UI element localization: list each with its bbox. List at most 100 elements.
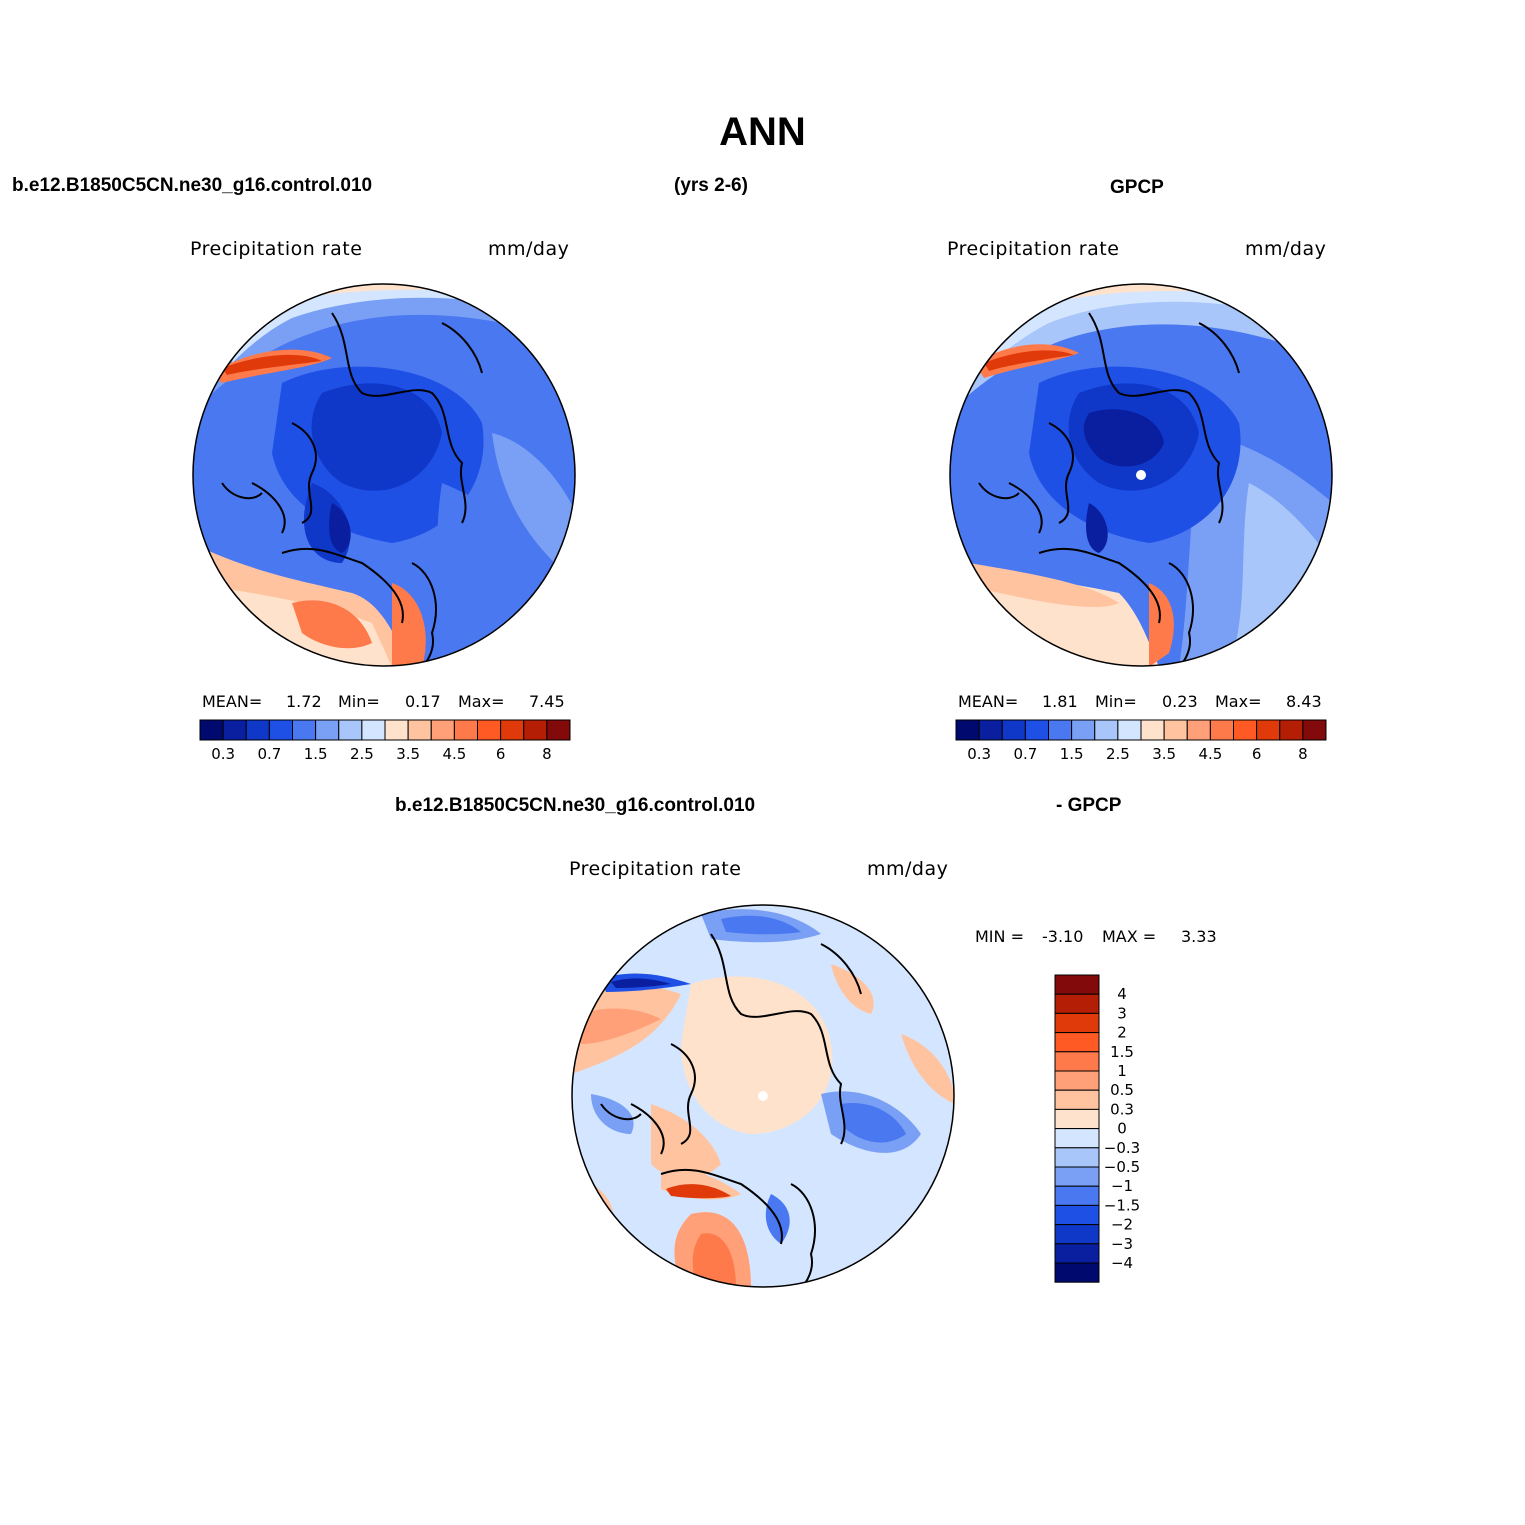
colorbar-swatch (1054, 1128, 1100, 1149)
panel-model-variable: Precipitation rate (190, 238, 363, 260)
colorbar-swatch (1024, 719, 1049, 741)
colorbar-swatch (222, 719, 247, 741)
polar-map-obs (949, 283, 1333, 667)
panel-model-max-value: 7.45 (529, 692, 565, 711)
years-label: (yrs 2-6) (674, 175, 748, 196)
colorbar-tick-label: 0.3 (211, 745, 235, 763)
panel-obs-mean-label: MEAN= (958, 692, 1019, 711)
colorbar-swatch (1054, 1262, 1100, 1283)
colorbar-tick-label: −0.3 (1104, 1139, 1140, 1157)
colorbar-swatch (1233, 719, 1258, 741)
panel-obs-min-value: 0.23 (1162, 692, 1198, 711)
panel-model-min-value: 0.17 (405, 692, 441, 711)
colorbar-tick-label: 4 (1117, 985, 1127, 1003)
main-title: ANN (719, 110, 806, 154)
colorbar-tick-label: 8 (542, 745, 552, 763)
colorbar-tick-label: −3 (1111, 1235, 1133, 1253)
colorbar-swatch (315, 719, 340, 741)
colorbar-tick-label: 0.7 (1013, 745, 1037, 763)
panel-model-max-label: Max= (458, 692, 505, 711)
colorbar-swatch (1054, 1032, 1100, 1053)
diff-min-value: -3.10 (1042, 927, 1084, 946)
colorbar-diff: 4 3 2 1.5 1 0.5 0.3 0 −0.3 −0.5 −1 −1.5 −2 −3 −4 (1054, 974, 1174, 1290)
colorbar-swatch (1186, 719, 1211, 741)
colorbar-tick-label: 2.5 (350, 745, 374, 763)
colorbar-swatch (268, 719, 293, 741)
colorbar-swatch (1054, 1089, 1100, 1110)
colorbar-swatch (1256, 719, 1281, 741)
colorbar-swatch (955, 719, 980, 741)
colorbar-swatch (292, 719, 317, 741)
colorbar-swatch (1054, 1185, 1100, 1206)
panel-model-min-label: Min= (338, 692, 380, 711)
colorbar-swatch (1071, 719, 1096, 741)
colorbar-tick-label: 1 (1117, 1062, 1127, 1080)
panel-model-mean-value: 1.72 (286, 692, 322, 711)
diff-max-value: 3.33 (1181, 927, 1217, 946)
colorbar-tick-label: −1 (1111, 1177, 1133, 1195)
colorbar-swatch (1054, 974, 1100, 995)
colorbar-swatch (361, 719, 386, 741)
colorbar-model: 0.3 0.7 1.5 2.5 3.5 4.5 6 8 (199, 719, 571, 774)
colorbar-tick-label: 4.5 (1198, 745, 1222, 763)
colorbar-tick-label: 3.5 (1152, 745, 1176, 763)
colorbar-swatch (1054, 1243, 1100, 1264)
obs-name: GPCP (1110, 177, 1164, 198)
colorbar-swatch (978, 719, 1003, 741)
colorbar-tick-label: 0.3 (1110, 1100, 1134, 1118)
colorbar-tick-label: −4 (1111, 1254, 1133, 1272)
colorbar-swatch (1054, 993, 1100, 1014)
diff-min-label: MIN = (975, 927, 1024, 946)
polar-map-model (192, 283, 576, 667)
colorbar-swatch (523, 719, 548, 741)
colorbar-tick-label: 0.7 (257, 745, 281, 763)
colorbar-swatch (1209, 719, 1234, 741)
colorbar-swatch (384, 719, 409, 741)
colorbar-swatch (453, 719, 478, 741)
colorbar-tick-label: 0 (1117, 1120, 1127, 1138)
colorbar-tick-label: 2 (1117, 1024, 1127, 1042)
colorbar-swatch (1054, 1070, 1100, 1091)
colorbar-swatch (1117, 719, 1142, 741)
colorbar-obs: 0.3 0.7 1.5 2.5 3.5 4.5 6 8 (955, 719, 1327, 774)
colorbar-tick-label: 2.5 (1106, 745, 1130, 763)
case-name: b.e12.B1850C5CN.ne30_g16.control.010 (12, 175, 373, 196)
diff-max-label: MAX = (1102, 927, 1157, 946)
colorbar-swatch (1163, 719, 1188, 741)
colorbar-tick-label: −0.5 (1104, 1158, 1140, 1176)
colorbar-tick-label: 0.3 (967, 745, 991, 763)
colorbar-tick-label: 6 (496, 745, 506, 763)
colorbar-tick-label: 6 (1252, 745, 1262, 763)
colorbar-swatch (338, 719, 363, 741)
pole-marker (1136, 470, 1146, 480)
colorbar-tick-label: 0.5 (1110, 1081, 1134, 1099)
colorbar-tick-label: −2 (1111, 1216, 1133, 1234)
colorbar-swatch (1054, 1108, 1100, 1130)
colorbar-tick-label: 8 (1298, 745, 1308, 763)
colorbar-swatch (1054, 1204, 1100, 1226)
diff-obs-name: - GPCP (1056, 795, 1122, 816)
colorbar-swatch (1001, 719, 1026, 741)
colorbar-swatch (1054, 1166, 1100, 1187)
panel-obs-max-label: Max= (1215, 692, 1262, 711)
colorbar-tick-label: 1.5 (304, 745, 328, 763)
colorbar-swatch (430, 719, 455, 741)
colorbar-tick-label: −1.5 (1104, 1196, 1140, 1214)
colorbar-swatch (407, 719, 432, 741)
panel-obs-max-value: 8.43 (1286, 692, 1322, 711)
colorbar-tick-label: 3.5 (396, 745, 420, 763)
polar-map-diff (571, 904, 955, 1288)
colorbar-tick-label: 1.5 (1060, 745, 1084, 763)
colorbar-swatch (500, 719, 525, 741)
colorbar-swatch (199, 719, 224, 741)
colorbar-swatch (245, 719, 270, 741)
panel-obs-variable: Precipitation rate (947, 238, 1120, 260)
panel-diff-units: mm/day (867, 858, 949, 880)
colorbar-swatch (1302, 719, 1327, 741)
panel-obs-mean-value: 1.81 (1042, 692, 1078, 711)
colorbar-swatch (1048, 719, 1073, 741)
panel-diff-variable: Precipitation rate (569, 858, 742, 880)
panel-model-mean-label: MEAN= (202, 692, 263, 711)
panel-obs-units: mm/day (1245, 238, 1327, 260)
colorbar-swatch (546, 719, 571, 741)
